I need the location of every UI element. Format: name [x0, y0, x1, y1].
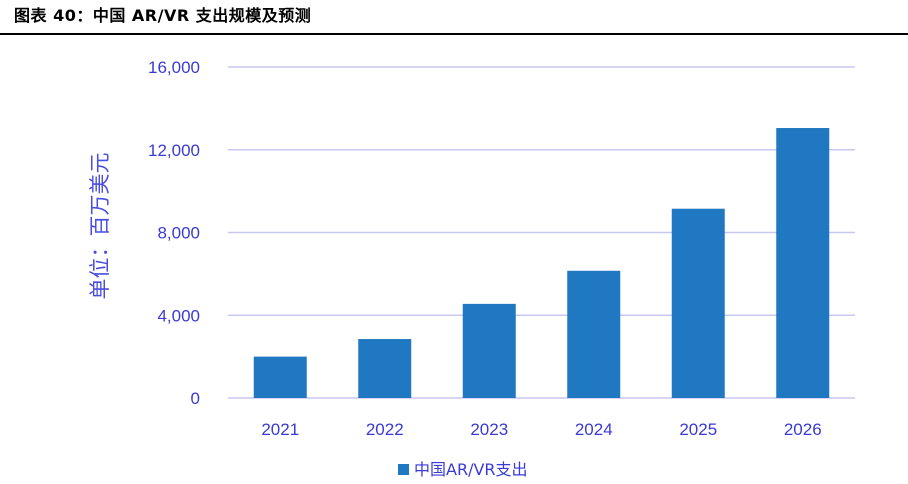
- x-tick-label: 2022: [366, 420, 404, 439]
- legend-label: 中国AR/VR支出: [414, 460, 528, 479]
- x-tick-label: 2021: [261, 420, 299, 439]
- x-tick-label: 2024: [575, 420, 613, 439]
- gridlines: [228, 66, 855, 399]
- y-axis-label: 单位：百万美元: [88, 153, 112, 300]
- bar-2022: [358, 339, 412, 398]
- y-tick-label: 0: [191, 389, 200, 408]
- x-tick-label: 2026: [784, 420, 822, 439]
- y-tick-label: 12,000: [148, 141, 200, 160]
- y-axis-ticks: 0 4,000 8,000 12,000 16,000: [148, 58, 200, 408]
- figure-title: 图表 40：中国 AR/VR 支出规模及预测: [14, 6, 312, 25]
- bar-2023: [462, 303, 516, 398]
- legend-swatch: [398, 464, 409, 475]
- bar-2021: [253, 356, 307, 398]
- x-tick-label: 2025: [679, 420, 717, 439]
- x-axis-ticks: 2021 2022 2023 2024 2025 2026: [261, 420, 821, 439]
- y-tick-label: 8,000: [157, 224, 200, 243]
- x-tick-label: 2023: [470, 420, 508, 439]
- bar-2025: [671, 208, 725, 398]
- title-divider: [0, 33, 908, 35]
- bar-2026: [776, 128, 830, 398]
- legend: 中国AR/VR支出: [398, 460, 528, 479]
- y-tick-label: 16,000: [148, 58, 200, 77]
- bars: [253, 128, 830, 398]
- y-tick-label: 4,000: [157, 306, 200, 325]
- bar-2024: [567, 270, 621, 398]
